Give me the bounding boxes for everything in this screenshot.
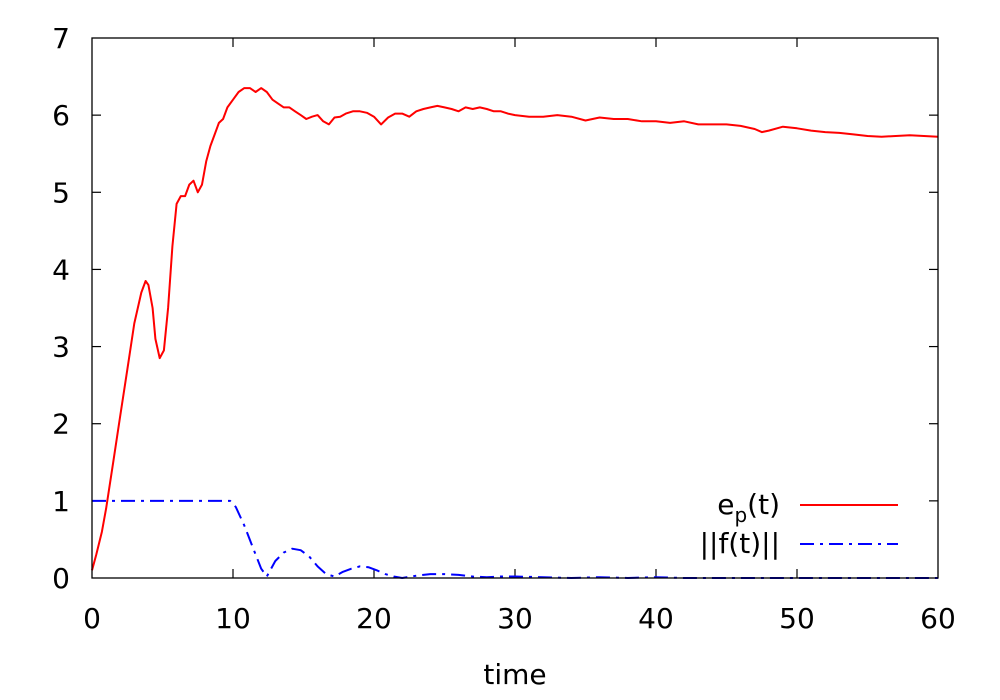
legend-label-0: ep(t) [717,488,780,527]
x-tick-label: 30 [497,602,533,635]
x-axis-title: time [483,658,546,691]
legend: ep(t)||f(t)|| [700,488,898,560]
y-tick-label: 1 [52,485,70,518]
x-tick-label: 40 [638,602,674,635]
axis-ticks [92,38,938,578]
legend-label-main: e [717,488,734,521]
y-tick-label: 7 [52,22,70,55]
x-tick-label: 60 [920,602,956,635]
y-tick-label: 3 [52,331,70,364]
x-tick-label: 20 [356,602,392,635]
x-tick-label: 50 [779,602,815,635]
plot-area-frame [91,37,939,579]
chart-series [91,87,939,579]
y-tick-label: 2 [52,408,70,441]
x-tick-label: 0 [83,602,101,635]
x-tick-label: 10 [215,602,251,635]
legend-label-1: ||f(t)|| [700,527,780,560]
legend-label-rest: (t) [747,488,780,521]
legend-label-main: ||f(t)|| [700,527,780,560]
y-tick-label: 4 [52,253,70,286]
y-tick-label: 6 [52,99,70,132]
legend-label-subscript: p [734,503,747,527]
series-line-1 [92,499,938,579]
y-tick-label: 5 [52,176,70,209]
series-line-0 [91,87,939,571]
y-tick-label: 0 [52,562,70,595]
tick-labels: 0 10 20 30 40 50 60 0 1 2 3 4 5 6 7 [52,22,956,635]
